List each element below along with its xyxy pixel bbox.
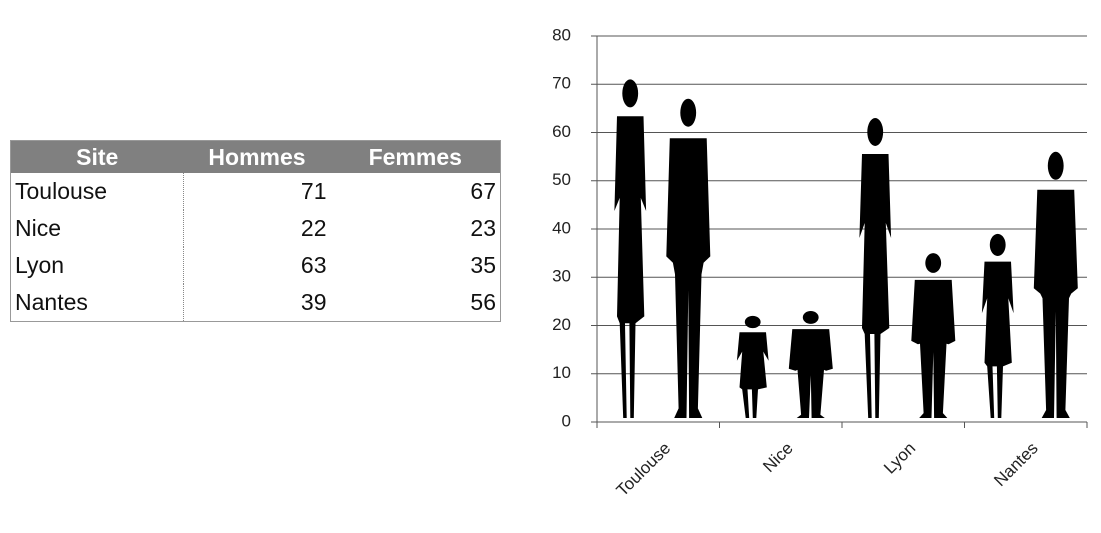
site-cell: Toulouse [10, 173, 184, 210]
y-tick-label: 0 [562, 411, 571, 430]
site-cell: Lyon [10, 247, 184, 284]
number-cell: 71 [300, 178, 327, 204]
column-header: Site [10, 140, 184, 173]
x-tick-label: Toulouse [613, 439, 675, 501]
number-cell: 63 [300, 252, 327, 278]
y-tick-label: 30 [552, 267, 571, 286]
table-row: Toulouse 71 67 [10, 173, 501, 210]
figure-woman [859, 117, 892, 418]
header-row: Site Hommes Femmes [10, 140, 501, 173]
y-tick-label: 70 [552, 74, 571, 93]
table-row: Nice 22 23 [10, 210, 501, 247]
figure-woman [614, 79, 647, 419]
number-cell: 56 [470, 289, 496, 315]
x-tick-label: Lyon [880, 439, 919, 478]
number-cell: 35 [470, 252, 496, 278]
figure-man [788, 310, 833, 418]
x-tick-label: Nice [759, 439, 796, 476]
x-tick-label: Nantes [990, 439, 1042, 491]
y-tick-label: 60 [552, 122, 571, 141]
figure-man [1033, 151, 1078, 418]
y-tick-label: 10 [552, 363, 571, 382]
number-cell: 23 [470, 215, 496, 241]
number-cell: 67 [470, 178, 496, 204]
number-cell: 22 [300, 215, 327, 241]
figure-man [666, 98, 711, 418]
table-row: Lyon 63 35 [10, 247, 501, 284]
figure-woman [736, 315, 769, 418]
table-row: Nantes 39 56 [10, 284, 501, 322]
y-tick-label: 20 [552, 315, 571, 334]
site-cell: Nice [10, 210, 184, 247]
figure-man [911, 253, 956, 418]
site-cell: Nantes [10, 284, 184, 322]
column-header: Femmes [330, 140, 501, 173]
y-tick-label: 80 [552, 25, 571, 44]
y-tick-label: 40 [552, 218, 571, 237]
figure-woman [981, 233, 1014, 418]
y-tick-label: 50 [552, 170, 571, 189]
number-cell: 39 [300, 289, 327, 315]
data-table: Site Hommes Femmes Toulouse 71 67 Nice 22 23 Lyo… [10, 140, 501, 322]
column-header: Hommes [183, 140, 331, 173]
